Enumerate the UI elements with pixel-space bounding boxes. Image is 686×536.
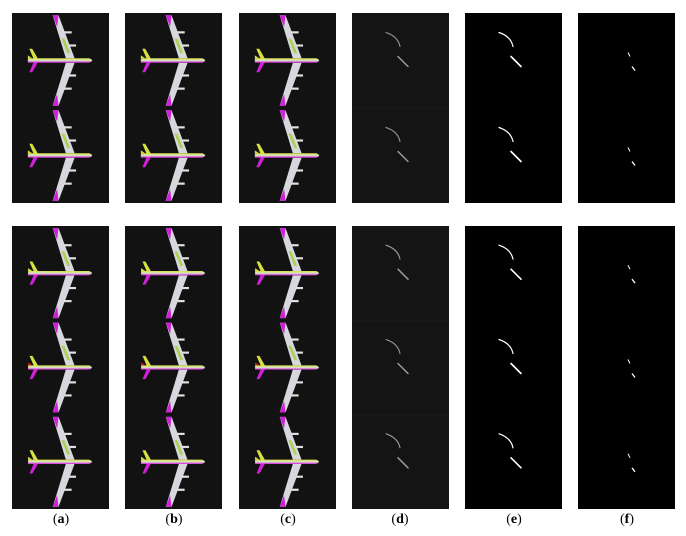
figure-panel: [12, 13, 109, 203]
difference-edges: [628, 360, 635, 378]
figure-panel: [239, 226, 336, 509]
difference-edges: [386, 33, 408, 67]
difference-edges: [628, 265, 635, 283]
difference-edges: [499, 434, 521, 468]
difference-edges: [499, 340, 521, 374]
airplane-render: [255, 323, 319, 413]
airplane-render: [28, 417, 92, 507]
caption-a: (a): [11, 512, 111, 528]
caption-c: (c): [238, 512, 338, 528]
airplane-render: [255, 228, 319, 318]
airplane-render: [141, 417, 205, 507]
difference-edges: [386, 434, 408, 468]
airplane-render: [255, 15, 319, 106]
airplane-render: [28, 323, 92, 413]
difference-edges: [386, 340, 408, 374]
figure-panel: [465, 226, 562, 509]
figure-panel: [125, 13, 222, 203]
difference-edges: [499, 33, 521, 67]
figure-panel: [578, 13, 675, 203]
airplane-render: [255, 417, 319, 507]
figure-panel: [125, 226, 222, 509]
airplane-render: [141, 15, 205, 106]
difference-edges: [386, 128, 408, 162]
airplane-render: [28, 15, 92, 106]
caption-d: (d): [350, 512, 450, 528]
caption-e: (e): [464, 512, 564, 528]
airplane-render: [28, 110, 92, 201]
difference-edges: [499, 245, 521, 279]
difference-edges: [628, 454, 635, 472]
figure-panel: [465, 13, 562, 203]
airplane-render: [141, 323, 205, 413]
figure-panel: [239, 13, 336, 203]
figure-panel: [578, 226, 675, 509]
difference-edges: [628, 53, 635, 71]
figure-panel: [352, 13, 449, 203]
difference-edges: [386, 245, 408, 279]
figure-panel: [352, 226, 449, 509]
caption-f: (f): [577, 512, 677, 528]
figure-panel: [12, 226, 109, 509]
airplane-render: [255, 110, 319, 201]
airplane-render: [141, 228, 205, 318]
difference-edges: [628, 148, 635, 166]
caption-b: (b): [124, 512, 224, 528]
airplane-render: [141, 110, 205, 201]
difference-edges: [499, 128, 521, 162]
airplane-render: [28, 228, 92, 318]
